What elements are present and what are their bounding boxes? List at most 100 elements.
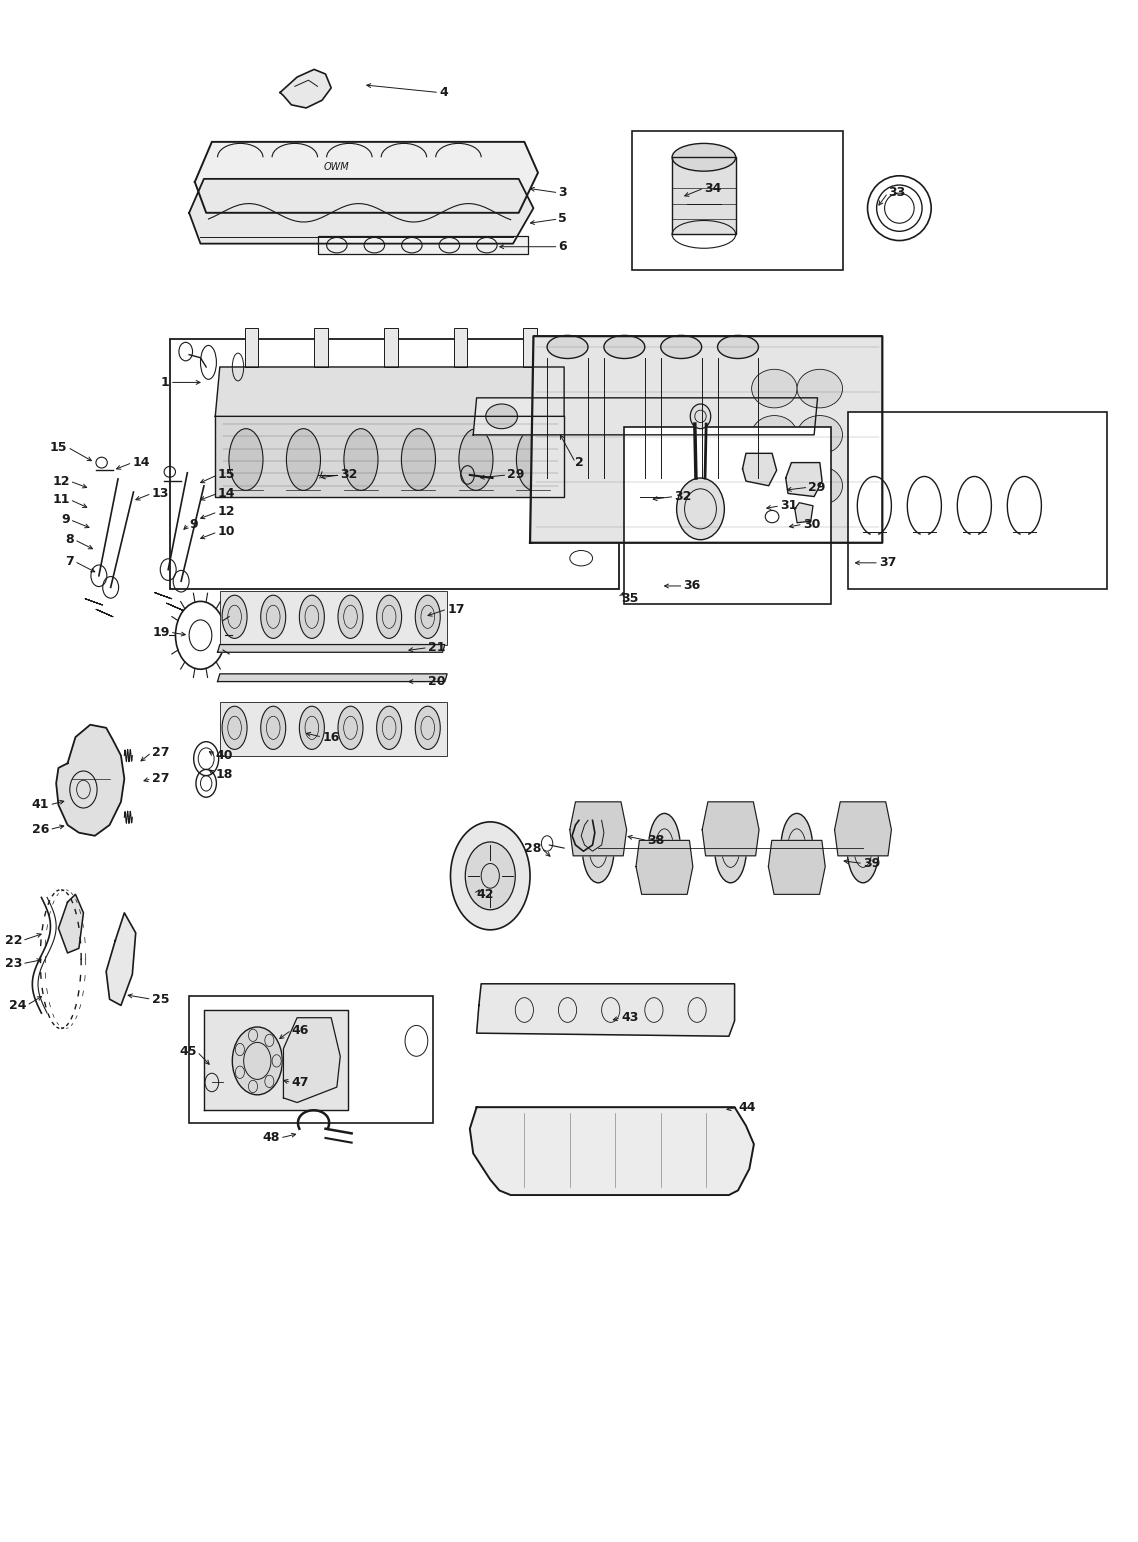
Polygon shape [785,463,822,497]
Polygon shape [58,894,83,953]
Ellipse shape [650,404,682,429]
Ellipse shape [677,478,725,540]
Ellipse shape [261,595,286,638]
Bar [384,328,397,367]
Ellipse shape [287,429,321,490]
Text: 11: 11 [52,493,69,506]
Polygon shape [530,336,882,543]
Polygon shape [283,1018,340,1103]
Text: 9: 9 [61,513,69,526]
Text: 27: 27 [151,773,170,785]
Ellipse shape [377,706,402,749]
Text: 47: 47 [291,1076,308,1089]
Ellipse shape [261,706,286,749]
Polygon shape [56,725,124,836]
Text: 15: 15 [217,469,236,481]
Polygon shape [280,69,331,108]
Text: 13: 13 [151,487,170,500]
Polygon shape [834,802,891,856]
Polygon shape [470,1107,753,1195]
Polygon shape [195,142,538,213]
Text: 43: 43 [621,1012,638,1024]
Text: 31: 31 [780,500,798,512]
Ellipse shape [781,814,813,882]
Ellipse shape [541,404,572,429]
Ellipse shape [377,595,402,638]
Text: 48: 48 [263,1132,280,1144]
Ellipse shape [797,415,842,455]
Bar [220,702,447,756]
Text: 32: 32 [675,490,692,503]
Text: 24: 24 [9,999,26,1012]
Text: 30: 30 [802,518,820,530]
Text: 20: 20 [428,675,445,688]
Text: 19: 19 [152,626,170,638]
Bar [245,328,258,367]
Text: 26: 26 [32,823,49,836]
Ellipse shape [847,814,879,882]
Text: 41: 41 [32,799,49,811]
Polygon shape [636,840,693,894]
Text: 3: 3 [559,187,567,199]
Polygon shape [702,802,759,856]
Text: 6: 6 [559,241,567,253]
Ellipse shape [797,370,842,409]
Bar [189,996,434,1123]
Text: 29: 29 [508,469,525,481]
Polygon shape [189,179,534,244]
Text: 38: 38 [648,834,665,847]
Polygon shape [473,398,817,435]
Bar [523,328,537,367]
Polygon shape [204,1010,348,1110]
Bar [625,427,831,604]
Polygon shape [217,645,445,652]
Ellipse shape [222,706,247,749]
Text: 25: 25 [151,993,170,1005]
Ellipse shape [547,336,588,359]
Text: 14: 14 [132,456,150,469]
Text: 42: 42 [477,888,494,901]
Text: OWM: OWM [324,162,349,171]
Ellipse shape [583,814,615,882]
Polygon shape [477,984,735,1036]
Text: 21: 21 [428,641,445,654]
Polygon shape [794,503,813,523]
Text: 45: 45 [180,1045,197,1058]
Ellipse shape [338,595,363,638]
Ellipse shape [299,706,324,749]
Polygon shape [570,802,627,856]
Text: 28: 28 [523,842,542,854]
Ellipse shape [751,466,797,506]
Ellipse shape [751,415,797,455]
Ellipse shape [751,370,797,409]
Circle shape [451,822,530,930]
Text: 46: 46 [291,1024,308,1036]
Ellipse shape [517,429,551,490]
Text: 37: 37 [879,557,897,569]
Text: 9: 9 [189,518,198,530]
Ellipse shape [715,814,747,882]
Text: 32: 32 [340,469,357,481]
Text: 22: 22 [5,934,22,947]
Polygon shape [215,367,564,416]
Text: 29: 29 [808,481,826,493]
Polygon shape [215,416,564,497]
Ellipse shape [673,143,736,171]
Text: 7: 7 [66,555,74,567]
Ellipse shape [649,814,681,882]
Polygon shape [106,913,135,1005]
Ellipse shape [338,706,363,749]
Text: 17: 17 [447,603,464,615]
Ellipse shape [604,336,645,359]
Ellipse shape [299,595,324,638]
Ellipse shape [486,404,518,429]
Bar [318,236,528,254]
Text: 35: 35 [621,592,638,604]
Text: 14: 14 [217,487,236,500]
Polygon shape [217,674,447,682]
Ellipse shape [415,595,440,638]
Text: 12: 12 [52,475,69,487]
Circle shape [465,842,516,910]
Bar [314,328,328,367]
Text: 27: 27 [151,746,170,759]
